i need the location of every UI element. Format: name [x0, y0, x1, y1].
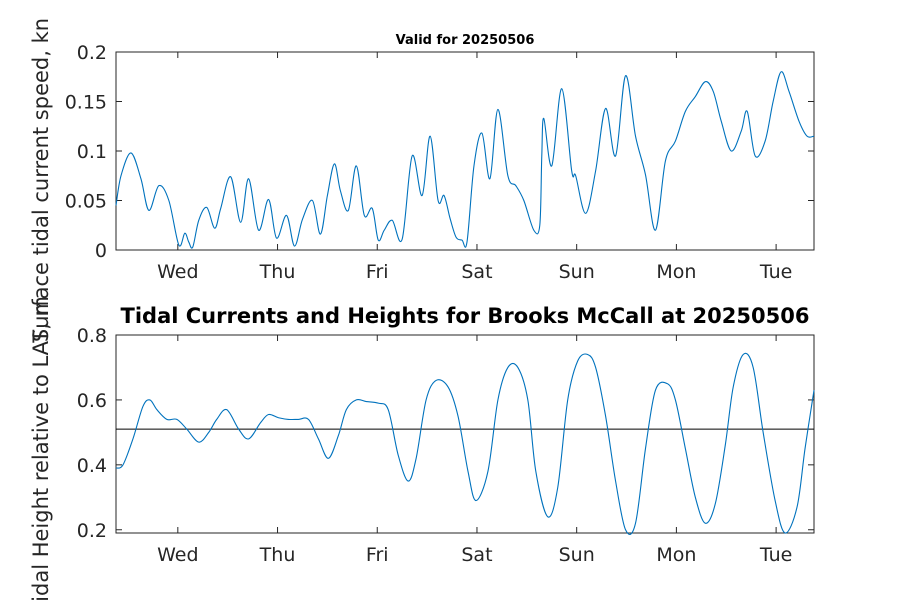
- current-speed-ytick-label: 0.05: [65, 191, 107, 213]
- tidal-height-title: Tidal Currents and Heights for Brooks Mc…: [121, 304, 810, 328]
- current-speed-xtick-label: Thu: [259, 261, 296, 283]
- tidal-height-axes: [115, 334, 815, 534]
- tidal-height-series-line: [115, 352, 815, 535]
- current-speed-ylabel: Surface tidal current speed, kn: [29, 18, 53, 342]
- tidal-height-xtick-label: Wed: [157, 544, 198, 566]
- tidal-height-xtick-label: Fri: [366, 544, 389, 566]
- tidal-height-xtick-label: Tue: [759, 544, 792, 566]
- tidal-height-panel: Tidal Currents and Heights for Brooks Mc…: [29, 296, 815, 600]
- current-speed-xtick-label: Mon: [656, 261, 696, 283]
- current-speed-xtick-label: Fri: [366, 261, 389, 283]
- tidal-height-xticks: Wed Thu Fri Sat Sun Mon Tue: [157, 335, 792, 566]
- current-speed-yticks: 0 0.05 0.1 0.15 0.2: [65, 42, 814, 262]
- tidal-height-yticks: 0.2 0.4 0.6 0.8: [77, 325, 814, 542]
- tidal-height-xtick-label: Thu: [259, 544, 296, 566]
- tidal-height-xtick-label: Sat: [461, 544, 492, 566]
- tidal-height-ytick-label: 0.6: [77, 390, 107, 412]
- current-speed-axes: [115, 51, 815, 251]
- tidal-height-xtick-label: Sun: [559, 544, 595, 566]
- tidal-height-ytick-label: 0.8: [77, 325, 107, 347]
- tidal-height-xtick-label: Mon: [656, 544, 696, 566]
- current-speed-ytick-label: 0.1: [77, 141, 107, 163]
- current-speed-ytick-label: 0.15: [65, 92, 107, 114]
- current-speed-panel: Valid for 20250506 0 0.05 0.1 0.15 0.2 Wed Th…: [29, 18, 815, 342]
- tidal-height-ytick-label: 0.2: [77, 520, 107, 542]
- tidal-height-ytick-label: 0.4: [77, 455, 107, 477]
- current-speed-xtick-label: Wed: [157, 261, 198, 283]
- current-speed-ytick-label: 0: [95, 240, 107, 262]
- current-speed-xtick-label: Tue: [759, 261, 792, 283]
- current-speed-xtick-label: Sun: [559, 261, 595, 283]
- current-speed-series-line: [115, 71, 815, 249]
- current-speed-xtick-label: Sat: [461, 261, 492, 283]
- current-speed-xticks: Wed Thu Fri Sat Sun Mon Tue: [157, 52, 792, 283]
- current-speed-title: Valid for 20250506: [396, 33, 535, 48]
- current-speed-ytick-label: 0.2: [77, 42, 107, 64]
- tidal-height-ylabel: Tidal Height relative to LAT, m: [29, 296, 53, 600]
